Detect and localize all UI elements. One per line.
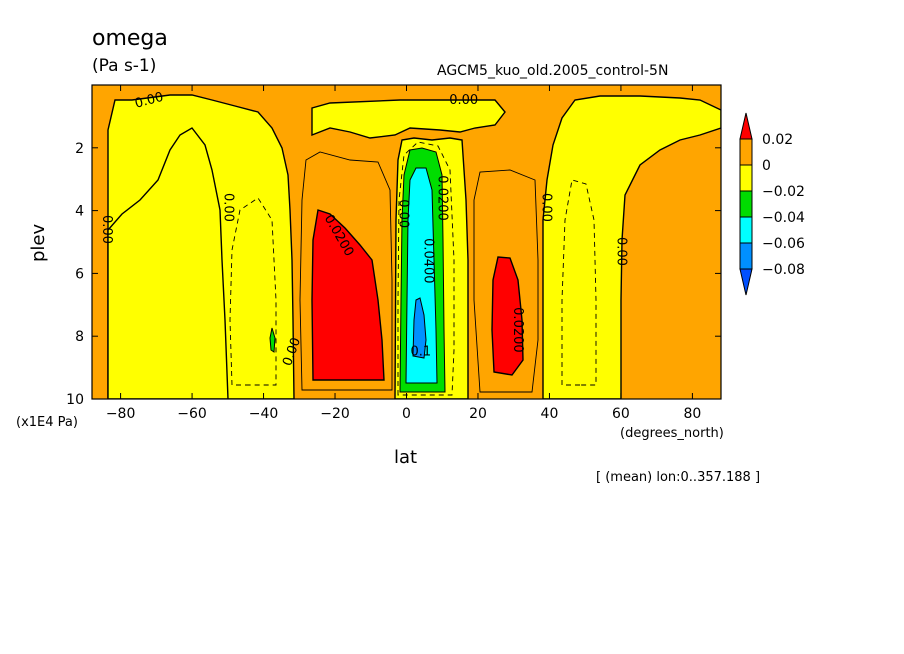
positive-contour-north: [473, 169, 539, 393]
x-axis-units: (degrees_north): [620, 426, 724, 441]
x-tick-label: −40: [249, 406, 279, 422]
dashed-contour-south: [229, 197, 277, 386]
contour-label: 0.00: [220, 193, 235, 222]
contour-label: 0.0200: [435, 175, 450, 221]
dashed-contour-north: [561, 179, 597, 386]
colorbar-swatch: [739, 164, 753, 192]
chart-subtitle: AGCM5_kuo_old.2005_control-5N: [437, 63, 669, 79]
contour-label: 0.00: [133, 90, 165, 112]
x-tick-label: 40: [541, 406, 559, 422]
x-tick-label: −60: [177, 406, 207, 422]
contour-fill-layer: [92, 85, 721, 399]
upper-strip: [311, 99, 506, 139]
colorbar-level-label: 0: [762, 158, 771, 174]
negative-region-south-lobe: [107, 127, 229, 399]
contour-label: 0.00: [538, 193, 553, 222]
y-tick-label: 6: [75, 266, 84, 282]
colorbar-swatch: [739, 242, 753, 270]
x-tick-label: −80: [106, 406, 136, 422]
x-axis-label: lat: [394, 447, 418, 468]
colorbar: 0.02 0 −0.02 −0.04 −0.06 −0.08: [739, 112, 805, 296]
contour-label: 0.1: [410, 344, 431, 359]
colorbar-top-arrow: [739, 112, 753, 140]
colorbar-level-label: −0.08: [762, 262, 805, 278]
colorbar-swatch: [739, 138, 753, 166]
mean-note: [ (mean) lon:0..357.188 ]: [596, 470, 761, 485]
y-tick-label: 2: [75, 141, 84, 157]
positive-contour-south: [299, 151, 393, 391]
chart-title: omega: [92, 26, 168, 51]
colorbar-level-label: 0.02: [762, 132, 793, 148]
contour-label: 0.00: [99, 215, 114, 244]
x-tick-label: 0: [402, 406, 411, 422]
y-tick-label: 10: [66, 392, 84, 408]
dashed-contour-equator: [397, 141, 455, 396]
colorbar-swatch: [739, 190, 753, 218]
colorbar-swatch: [739, 216, 753, 244]
colorbar-bottom-arrow: [739, 268, 753, 296]
y-axis-units: (x1E4 Pa): [16, 415, 78, 430]
contour-label: 0.00: [613, 237, 628, 266]
descent-region-north: [491, 256, 524, 376]
colorbar-level-label: −0.02: [762, 184, 805, 200]
x-tick-label: −20: [320, 406, 350, 422]
ascent-core-blue: [412, 297, 427, 359]
descent-region-south: [311, 209, 385, 381]
axes: −80 −60 −40 −20 0 20 40 60 80 2 4 6 8 10: [66, 85, 721, 422]
y-tick-label: 8: [75, 329, 84, 345]
colorbar-level-label: −0.04: [762, 210, 805, 226]
contour-label: 0.00: [395, 199, 410, 228]
small-green-spot: [269, 327, 276, 353]
contour-label: 0.0200: [510, 307, 525, 353]
contour-label: 0.00: [449, 93, 478, 108]
contour-label: 0.0400: [420, 238, 435, 284]
negative-region-north: [542, 95, 721, 399]
x-tick-label: 60: [612, 406, 630, 422]
y-tick-label: 4: [75, 204, 84, 220]
x-tick-label: 80: [683, 406, 701, 422]
chart-units: (Pa s-1): [92, 56, 157, 76]
colorbar-level-label: −0.06: [762, 236, 805, 252]
x-tick-label: 20: [469, 406, 487, 422]
